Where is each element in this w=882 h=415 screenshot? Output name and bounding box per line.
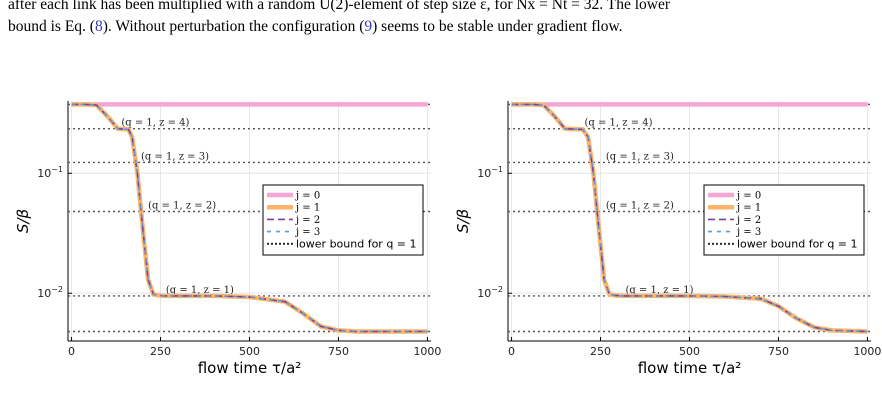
y-axis-label: S/β [454, 209, 472, 234]
caption-line-1: after each link has been multiplied with… [8, 0, 671, 13]
legend-label: j = 0 [295, 191, 320, 202]
legend-label: j = 2 [736, 215, 761, 226]
x-tick-label: 500 [239, 345, 260, 358]
legend-label: j = 2 [295, 215, 320, 226]
y-tick-label: 10−2 [477, 285, 503, 300]
x-axis-label: flow time τ/a² [638, 359, 742, 377]
legend-label: lower bound for q = 1 [737, 237, 858, 250]
y-tick-label: 10−1 [37, 165, 63, 180]
level-annotation: (q = 1, z = 1) [625, 285, 693, 296]
equation-ref-8[interactable]: 8 [94, 18, 103, 35]
level-annotation: (q = 1, z = 3) [606, 151, 674, 162]
x-tick-label: 0 [508, 345, 515, 358]
legend-label: lower bound for q = 1 [296, 237, 417, 250]
series-line-j3 [511, 103, 868, 333]
x-tick-label: 250 [150, 345, 171, 358]
x-tick-label: 500 [679, 345, 700, 358]
chart-panel-2: 0 250 500 750 1000 10−1 10−2 flow time τ/a² S/β (… [454, 101, 881, 377]
y-tick-label: 10−2 [37, 285, 63, 300]
x-tick-label: 250 [590, 345, 611, 358]
level-annotation: (q = 1, z = 2) [606, 200, 674, 211]
x-tick-label: 1000 [853, 345, 881, 358]
chart-panel-1: 0 250 500 750 1000 10−1 10−2 flow time τ/a² S/β (… [14, 101, 441, 377]
legend-label: j = 3 [736, 227, 761, 238]
legend-label: j = 3 [295, 227, 320, 238]
caption-text-c: ) seems to be stable under gradient flow… [372, 18, 623, 35]
series-line-j3 [71, 103, 428, 333]
legend-label: j = 1 [736, 203, 761, 214]
level-annotation: (q = 1, z = 2) [148, 200, 216, 211]
x-tick-label: 750 [328, 345, 349, 358]
level-annotation: (q = 1, z = 1) [166, 285, 234, 296]
legend-label: j = 1 [295, 203, 320, 214]
y-tick-label: 10−1 [477, 165, 503, 180]
caption-text-b: ). Without perturbation the configuratio… [102, 18, 365, 35]
level-annotation: (q = 1, z = 4) [585, 118, 653, 129]
y-axis-label: S/β [14, 209, 32, 234]
x-tick-label: 0 [68, 345, 75, 358]
legend-label: j = 0 [736, 191, 761, 202]
caption-text-a: bound is Eq. ( [8, 18, 95, 35]
x-tick-label: 1000 [413, 345, 441, 358]
equation-ref-9[interactable]: 9 [364, 18, 373, 35]
x-axis-label: flow time τ/a² [198, 359, 302, 377]
caption-line-2: bound is Eq. (8). Without perturbation t… [8, 16, 623, 38]
level-annotation: (q = 1, z = 4) [121, 118, 189, 129]
level-annotation: (q = 1, z = 3) [141, 151, 209, 162]
x-tick-label: 750 [768, 345, 789, 358]
